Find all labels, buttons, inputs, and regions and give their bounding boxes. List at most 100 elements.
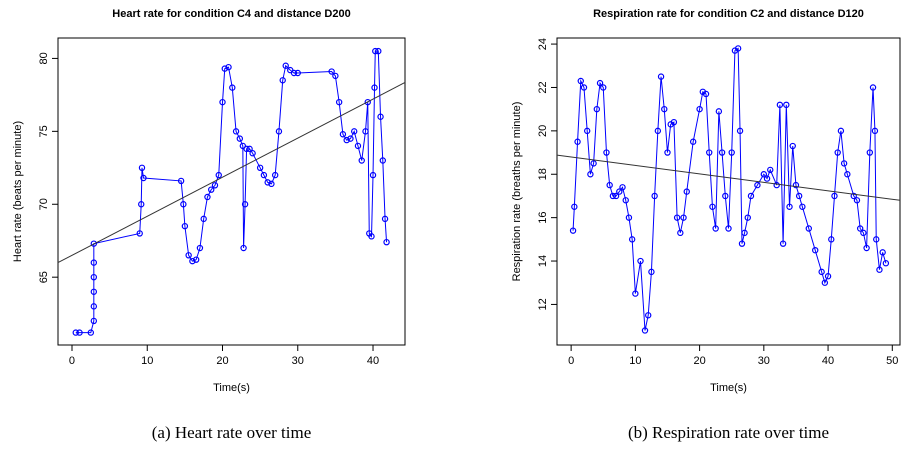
data-point <box>590 160 597 167</box>
data-point <box>680 214 687 221</box>
data-point <box>657 73 665 80</box>
data-point <box>180 201 187 208</box>
y-tick-label: 75 <box>38 125 50 137</box>
data-point <box>240 244 247 252</box>
data-point <box>577 77 584 85</box>
data-point <box>824 273 832 280</box>
data-point <box>264 179 271 186</box>
data-point <box>580 84 588 91</box>
data-point <box>744 214 751 221</box>
data-point <box>734 45 742 52</box>
data-point <box>725 225 732 232</box>
plot-frame <box>556 37 901 346</box>
caption: (b) Respiration rate over time <box>628 423 829 442</box>
data-point <box>260 171 268 179</box>
data-point <box>805 225 812 232</box>
y-tick-label: 24 <box>537 38 549 50</box>
data-point <box>339 131 347 138</box>
data-line <box>572 47 887 331</box>
data-point <box>625 214 633 221</box>
data-point <box>869 84 877 91</box>
x-tick-label: 0 <box>568 355 574 367</box>
data-point <box>776 101 784 109</box>
data-point <box>738 240 746 247</box>
data-point <box>241 201 249 208</box>
trend-line <box>57 82 406 264</box>
data-point <box>243 145 250 153</box>
x-axis-label: Time(s) <box>710 382 747 394</box>
data-point <box>879 249 886 256</box>
data-point <box>637 257 644 265</box>
data-point <box>828 236 835 243</box>
data-point <box>189 257 196 265</box>
data-point <box>661 105 668 113</box>
data-point <box>871 127 879 135</box>
data-point <box>850 192 857 200</box>
data-point <box>844 171 851 178</box>
y-tick-label: 18 <box>537 168 549 180</box>
data-point <box>789 142 796 150</box>
data-point <box>860 229 867 237</box>
data-point <box>138 164 146 172</box>
data-point <box>90 273 98 281</box>
data-point <box>196 244 204 252</box>
data-point <box>375 47 382 55</box>
y-tick-label: 16 <box>537 212 549 224</box>
data-point <box>799 203 806 210</box>
data-point <box>641 327 649 334</box>
data-point <box>246 145 253 153</box>
data-point <box>294 69 301 77</box>
data-point <box>747 192 755 200</box>
data-point <box>229 84 236 91</box>
data-point <box>381 215 389 223</box>
data-point <box>760 171 768 178</box>
trend-line <box>556 154 901 201</box>
data-point <box>364 98 371 106</box>
data-point <box>619 184 626 191</box>
data-point <box>377 113 384 120</box>
y-tick-label: 20 <box>537 125 549 137</box>
data-point <box>622 197 629 204</box>
data-point <box>90 288 98 295</box>
data-point <box>383 238 390 246</box>
data-point <box>795 192 803 200</box>
data-point <box>569 227 577 234</box>
data-point <box>347 135 354 142</box>
data-point <box>856 225 864 232</box>
data-point <box>351 128 358 135</box>
data-point <box>651 192 658 200</box>
y-axis-label: Respiration rate (breaths per minute) <box>511 102 523 282</box>
data-point <box>709 203 716 210</box>
data-point <box>221 65 228 72</box>
data-point <box>369 171 377 179</box>
data-point <box>654 127 662 135</box>
data-point <box>249 150 256 157</box>
data-point <box>593 105 601 113</box>
data-point <box>90 259 98 266</box>
caption: (a) Heart rate over time <box>152 423 312 442</box>
data-point <box>612 192 620 200</box>
data-point <box>354 142 362 150</box>
y-axis-label: Heart rate (beats per minute) <box>12 121 24 262</box>
data-point <box>728 149 735 156</box>
data-point <box>767 166 774 174</box>
data-point <box>606 181 613 189</box>
y-tick-label: 80 <box>38 52 50 64</box>
y-tick-label: 70 <box>38 198 50 210</box>
x-tick-label: 10 <box>629 355 641 367</box>
data-point <box>741 229 748 237</box>
data-point <box>863 244 870 252</box>
data-point <box>136 230 143 237</box>
y-tick-label: 22 <box>537 81 549 93</box>
data-point <box>371 84 378 91</box>
data-point <box>138 201 145 208</box>
data-point <box>583 127 591 135</box>
data-point <box>882 260 890 267</box>
data-point <box>853 197 861 204</box>
data-point <box>90 240 98 247</box>
data-point <box>628 236 636 243</box>
x-tick-label: 50 <box>886 355 898 367</box>
data-point <box>268 180 275 188</box>
data-point <box>328 68 335 75</box>
